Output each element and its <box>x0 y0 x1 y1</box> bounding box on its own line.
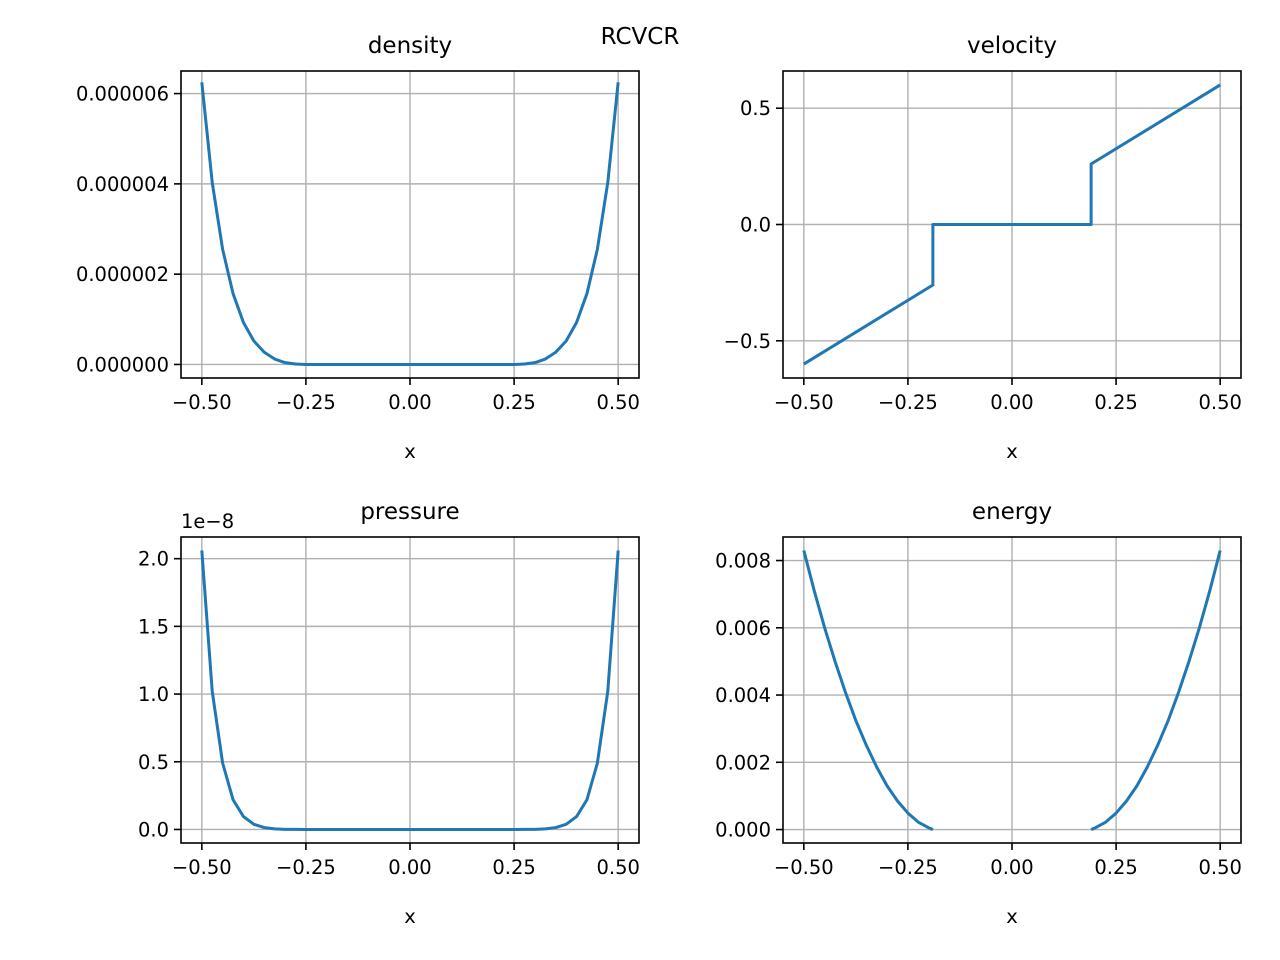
density-ytick-label: 0.000000 <box>76 353 169 376</box>
pressure-ytick-label: 1.5 <box>138 615 169 638</box>
figure-suptitle: RCVCR <box>601 24 680 50</box>
velocity-ytick-label: 0.0 <box>740 214 771 237</box>
pressure-ytick-label: 2.0 <box>138 548 169 571</box>
velocity-xaxis-label: x <box>1006 440 1018 463</box>
energy-plot: −0.50 −0.25 0.00 0.25 0.50 0.000 0.002 0.004 0.0… <box>715 499 1242 928</box>
pressure-ytick-label: 1.0 <box>138 683 169 706</box>
pressure-xtick-label: −0.50 <box>172 856 232 879</box>
energy-xtick-label: 0.25 <box>1094 856 1137 879</box>
energy-xtick-label: 0.00 <box>990 856 1033 879</box>
velocity-ytick-label: 0.5 <box>740 97 771 120</box>
density-xtick-label: −0.25 <box>276 391 336 414</box>
velocity-xtick-label: −0.50 <box>774 391 834 414</box>
density-xaxis-label: x <box>404 440 416 463</box>
velocity-title: velocity <box>967 33 1057 59</box>
energy-series-line <box>802 550 934 831</box>
density-xtick-label: 0.00 <box>388 391 431 414</box>
density-ytick-label: 0.000006 <box>76 83 169 106</box>
pressure-xtick-label: −0.25 <box>276 856 336 879</box>
energy-xtick-label: −0.50 <box>774 856 834 879</box>
velocity-plot: −0.50 −0.25 0.00 0.25 0.50 −0.5 0.0 0.5 velocity… <box>724 33 1242 463</box>
velocity-series-line <box>803 83 1221 366</box>
energy-ytick-label: 0.006 <box>715 617 771 640</box>
density-series-line <box>200 82 620 366</box>
velocity-ytick-label: −0.5 <box>724 330 771 353</box>
pressure-xtick-label: 0.00 <box>388 856 431 879</box>
density-ytick-label: 0.000004 <box>76 173 169 196</box>
pressure-offset-text: 1e−8 <box>181 510 234 533</box>
energy-ytick-label: 0.004 <box>715 684 771 707</box>
pressure-ytick-label: 0.5 <box>138 751 169 774</box>
pressure-title: pressure <box>360 499 459 525</box>
density-xtick-label: 0.25 <box>492 391 535 414</box>
density-title: density <box>368 33 452 59</box>
pressure-xtick-label: 0.25 <box>492 856 535 879</box>
pressure-series-line <box>200 550 620 831</box>
energy-xtick-label: 0.50 <box>1198 856 1241 879</box>
velocity-xtick-label: 0.00 <box>990 391 1033 414</box>
velocity-xtick-label: 0.25 <box>1094 391 1137 414</box>
density-xtick-label: 0.50 <box>596 391 639 414</box>
velocity-xtick-label: 0.50 <box>1198 391 1241 414</box>
velocity-xtick-label: −0.25 <box>878 391 938 414</box>
density-ytick-label: 0.000002 <box>76 263 169 286</box>
energy-xtick-label: −0.25 <box>878 856 938 879</box>
energy-xaxis-label: x <box>1006 905 1018 928</box>
pressure-plot: −0.50 −0.25 0.00 0.25 0.50 0.0 0.5 1.0 1.5 2.0 pre… <box>138 499 640 928</box>
pressure-xtick-label: 0.50 <box>596 856 639 879</box>
pressure-ytick-label: 0.0 <box>138 818 169 841</box>
energy-ytick-label: 0.000 <box>715 819 771 842</box>
density-plot: −0.50 −0.25 0.00 0.25 0.50 0.000000 0.000002 0.… <box>76 33 640 463</box>
energy-series-line <box>1090 550 1222 831</box>
energy-title: energy <box>972 499 1052 525</box>
energy-ytick-label: 0.008 <box>715 550 771 573</box>
energy-ytick-label: 0.002 <box>715 751 771 774</box>
density-xtick-label: −0.50 <box>172 391 232 414</box>
pressure-xaxis-label: x <box>404 905 416 928</box>
